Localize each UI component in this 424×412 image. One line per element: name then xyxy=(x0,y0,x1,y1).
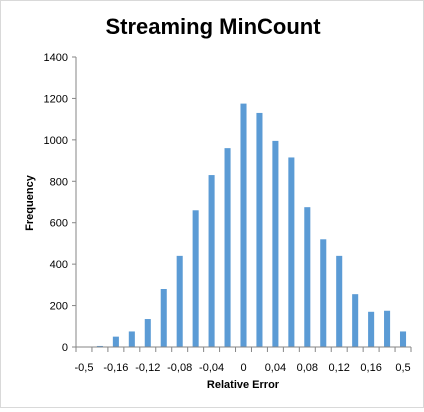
chart-title: Streaming MinCount xyxy=(105,14,321,39)
y-tick-label: 1400 xyxy=(44,52,68,64)
x-tick-label: 0 xyxy=(240,362,246,374)
y-tick-label: 0 xyxy=(62,342,68,354)
histogram-bar xyxy=(336,255,343,347)
x-tick-label: -0,04 xyxy=(199,362,224,374)
y-axis-label: Frequency xyxy=(24,174,36,231)
x-tick-label: -0,16 xyxy=(103,362,128,374)
x-axis-label: Relative Error xyxy=(207,379,280,391)
x-tick-label: 0,16 xyxy=(360,362,381,374)
x-tick-label: 0,12 xyxy=(328,362,349,374)
histogram-bar xyxy=(160,289,167,347)
histogram-bar xyxy=(272,140,279,347)
histogram-bar xyxy=(304,207,311,347)
x-tick-label: -0,08 xyxy=(167,362,192,374)
histogram-bar xyxy=(256,112,263,348)
y-tick-label: 1000 xyxy=(44,135,68,147)
histogram-bar xyxy=(144,319,151,347)
x-tick-label: 0,04 xyxy=(265,362,286,374)
histogram-bar xyxy=(176,255,183,347)
y-tick-label: 200 xyxy=(50,301,68,313)
y-tick-label: 800 xyxy=(50,176,68,188)
histogram-bar xyxy=(128,331,135,347)
histogram-bar xyxy=(399,331,407,347)
histogram-bar xyxy=(320,239,327,347)
histogram-bar xyxy=(368,311,375,347)
x-tick-label: 0,5 xyxy=(395,362,410,374)
y-tick-label: 400 xyxy=(50,259,68,271)
histogram-bar xyxy=(384,310,391,347)
histogram-bar xyxy=(208,175,215,347)
histogram-bar xyxy=(240,103,247,347)
histogram-bar xyxy=(352,294,359,347)
y-tick-label: 600 xyxy=(50,218,68,230)
histogram-bar xyxy=(224,148,231,347)
histogram-bar xyxy=(96,345,103,347)
histogram-bar xyxy=(288,157,295,347)
y-tick-label: 1200 xyxy=(44,93,68,105)
x-tick-label: 0,08 xyxy=(297,362,318,374)
x-tick-label: -0,5 xyxy=(74,362,93,374)
histogram-bar xyxy=(112,336,119,347)
x-tick-label: -0,12 xyxy=(135,362,160,374)
histogram-bar xyxy=(192,210,199,347)
